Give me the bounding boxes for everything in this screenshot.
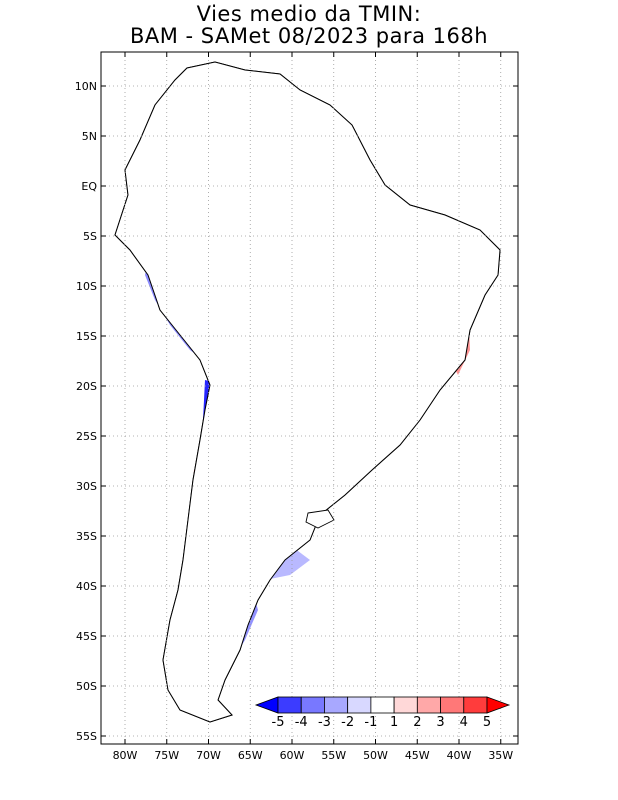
colorbar-label: 4 xyxy=(460,715,468,730)
axis-ticks: 10N 5N EQ 5S 10S 15S 20S 25S 30S 35S 40S 45S 50S 55S 8… xyxy=(75,52,518,762)
lon-tick-label: 70W xyxy=(196,749,221,762)
lat-tick-label: 45S xyxy=(76,630,97,643)
colorbar-segment xyxy=(370,696,395,714)
lat-tick-label: 10N xyxy=(75,80,97,93)
colorbar-label: -3 xyxy=(318,715,331,730)
lon-tick-label: 75W xyxy=(154,749,179,762)
colorbar-segment xyxy=(300,696,325,714)
colorbar-upper-arrow xyxy=(486,696,511,714)
lat-tick-label: 25S xyxy=(76,430,97,443)
lat-tick-label: 50S xyxy=(76,680,97,693)
lon-tick-label: 80W xyxy=(113,749,138,762)
colorbar-label: 5 xyxy=(483,715,491,730)
lon-tick-label: 40W xyxy=(447,749,472,762)
lon-tick-label: 60W xyxy=(280,749,305,762)
lon-tick-label: 50W xyxy=(363,749,388,762)
colorbar-segment xyxy=(463,696,488,714)
lat-tick-label: EQ xyxy=(81,180,97,193)
falkland-islands xyxy=(305,509,335,529)
lat-tick-label: 40S xyxy=(76,580,97,593)
lon-tick-label: 35W xyxy=(488,749,513,762)
colorbar-segment xyxy=(393,696,418,714)
colorbar-segment xyxy=(347,696,372,714)
colorbar-label: -2 xyxy=(341,715,354,730)
map-title-line1: Vies medio da TMIN: xyxy=(196,2,422,26)
lon-tick-label: 55W xyxy=(321,749,346,762)
colorbar-label: -4 xyxy=(295,715,308,730)
lat-tick-label: 35S xyxy=(76,530,97,543)
colorbar-segment xyxy=(324,696,349,714)
map-title-line2: BAM - SAMet 08/2023 para 168h xyxy=(129,24,489,48)
lon-tick-label: 65W xyxy=(238,749,263,762)
lat-tick-label: 55S xyxy=(76,730,97,743)
lat-tick-label: 30S xyxy=(76,480,97,493)
lat-tick-label: 5S xyxy=(83,230,97,243)
colorbar-label: -1 xyxy=(364,715,377,730)
colorbar-label: 3 xyxy=(436,715,444,730)
colorbar-label: 1 xyxy=(390,715,398,730)
colorbar-label: 2 xyxy=(413,715,421,730)
graticule xyxy=(101,52,518,744)
colorbar: -5 -4 -3 -2 -1 1 2 3 4 5 xyxy=(254,696,511,730)
lat-tick-label: 20S xyxy=(76,380,97,393)
lon-tick-label: 45W xyxy=(405,749,430,762)
lat-tick-label: 10S xyxy=(76,280,97,293)
lat-tick-label: 5N xyxy=(82,130,97,143)
colorbar-label: -5 xyxy=(272,715,285,730)
lat-tick-label: 15S xyxy=(76,330,97,343)
colorbar-segment xyxy=(440,696,465,714)
colorbar-segment xyxy=(277,696,302,714)
colorbar-segment xyxy=(416,696,441,714)
